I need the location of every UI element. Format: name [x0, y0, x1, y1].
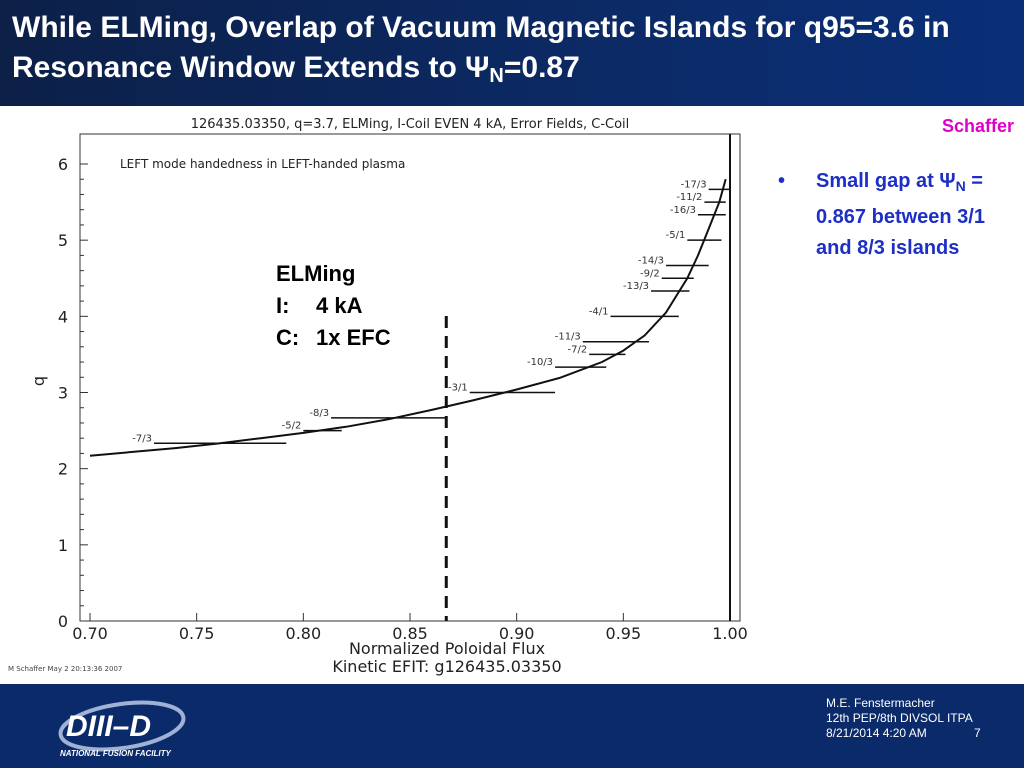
- island-label: -17/3: [681, 179, 707, 190]
- inner-title: LEFT mode handedness in LEFT-handed plas…: [120, 157, 405, 171]
- island-label: -11/2: [676, 192, 702, 203]
- y-axis: 0 1 2 3 4 5 6: [58, 155, 88, 631]
- footer-info: M.E. Fenstermacher 12th PEP/8th DIVSOL I…: [826, 696, 981, 741]
- y-tick-label: 5: [58, 231, 68, 250]
- logo-orbit-ring: [58, 700, 186, 752]
- y-tick-label: 0: [58, 612, 68, 631]
- x-tick-label: 1.00: [712, 624, 748, 643]
- title-bar: While ELMing, Overlap of Vacuum Magnetic…: [0, 0, 1024, 106]
- title-psi-subscript: N: [489, 65, 504, 87]
- footer-date: 8/21/2014 4:20 AM: [826, 726, 927, 740]
- island-label: -11/3: [555, 332, 581, 343]
- x-tick-label: 0.95: [606, 624, 642, 643]
- x-tick-label: 0.75: [179, 624, 215, 643]
- footer-bar: DIII–D NATIONAL FUSION FACILITY M.E. Fen…: [0, 684, 1024, 768]
- annotation-elming: ELMing: [276, 261, 356, 286]
- slide-title: While ELMing, Overlap of Vacuum Magnetic…: [12, 8, 1012, 96]
- island-label: -4/1: [589, 306, 609, 317]
- island-label: -13/3: [623, 281, 649, 292]
- diii-d-logo: DIII–D NATIONAL FUSION FACILITY: [58, 700, 186, 758]
- x-axis-sublabel: Kinetic EFIT: g126435.03350: [332, 657, 561, 676]
- y-tick-label: 3: [58, 384, 68, 403]
- author-tag: Schaffer: [941, 116, 1014, 136]
- title-text-suffix: =0.87: [503, 51, 580, 84]
- island-label: -10/3: [527, 357, 553, 368]
- island-label: -8/3: [309, 408, 329, 419]
- y-tick-label: 6: [58, 155, 68, 174]
- x-axis-label: Normalized Poloidal Flux: [349, 639, 545, 658]
- plot-frame: [79, 133, 741, 622]
- island-label: -9/2: [640, 268, 660, 279]
- logo-subtitle: NATIONAL FUSION FACILITY: [60, 749, 171, 758]
- q-profile-curve: [89, 178, 727, 457]
- island-label: -3/1: [448, 383, 468, 394]
- island-label: -5/1: [666, 230, 686, 241]
- y-tick-label: 1: [58, 536, 68, 555]
- bullet-text-post: = 0.867 between 3/1 and 8/3 islands: [816, 170, 985, 259]
- title-text-main: While ELMing, Overlap of Vacuum Magnetic…: [12, 11, 950, 84]
- x-axis: 0.70 0.75 0.80 0.85 0.90 0.95 1.00: [72, 613, 748, 643]
- title-psi-symbol: Ψ: [465, 51, 490, 84]
- page-number: 7: [974, 726, 981, 740]
- footer-author: M.E. Fenstermacher: [826, 696, 935, 710]
- island-label: -16/3: [670, 205, 696, 216]
- bullet-item: Small gap at ΨN = 0.867 between 3/1 and …: [816, 166, 986, 264]
- x-tick-label: 0.85: [392, 624, 428, 643]
- island-widths: -7/3 -5/2 -8/3 -3/1 -10/3 -7/2-11/3 -4/1 -13/3 -…: [132, 179, 730, 444]
- bullet-marker: •: [778, 170, 786, 192]
- x-tick-label: 0.80: [286, 624, 322, 643]
- annotation-coil-value: 1x EFC: [316, 325, 391, 350]
- plot-credit: M Schaffer May 2 20:13:36 2007: [8, 665, 122, 673]
- island-label: -7/2: [567, 344, 587, 355]
- annotation-current-key: I:: [276, 293, 290, 318]
- y-axis-label: q: [29, 376, 48, 386]
- bullet-text-pre: Small gap at: [816, 170, 940, 192]
- y-tick-label: 4: [58, 307, 68, 326]
- bullet-psi-symbol: Ψ: [939, 170, 956, 192]
- q-profile-chart: 126435.03350, q=3.7, ELMing, I-Coil EVEN…: [8, 117, 748, 676]
- annotation-coil-key: C:: [276, 325, 300, 350]
- island-label: -7/3: [132, 433, 152, 444]
- logo-wordmark: DIII–D: [66, 710, 151, 743]
- island-label: -5/2: [282, 421, 302, 432]
- island-label: -14/3: [638, 256, 664, 267]
- x-tick-label: 0.70: [72, 624, 108, 643]
- x-tick-label: 0.90: [499, 624, 535, 643]
- footer-date-row: 8/21/2014 4:20 AM 7: [826, 726, 981, 741]
- chart-title: 126435.03350, q=3.7, ELMing, I-Coil EVEN…: [191, 117, 630, 132]
- bullet-psi-subscript: N: [955, 178, 966, 194]
- y-tick-label: 2: [58, 460, 68, 479]
- footer-meeting: 12th PEP/8th DIVSOL ITPA: [826, 711, 973, 725]
- annotation-current-value: 4 kA: [316, 293, 363, 318]
